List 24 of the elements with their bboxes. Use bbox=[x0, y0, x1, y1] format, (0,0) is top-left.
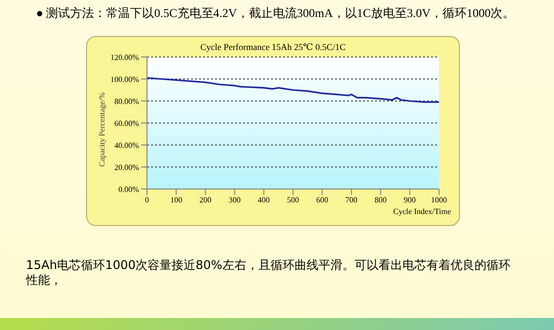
x-tick-label: 100 bbox=[170, 196, 182, 205]
x-tick-label: 0 bbox=[145, 196, 149, 205]
line-series bbox=[147, 77, 439, 103]
y-tick-label: 0.00% bbox=[118, 184, 140, 194]
x-tick-label: 400 bbox=[258, 196, 270, 205]
x-tick-label: 700 bbox=[345, 196, 358, 205]
y-tick-label: 20.00% bbox=[114, 162, 140, 172]
x-tick-label: 800 bbox=[374, 196, 387, 205]
x-tick-label: 500 bbox=[287, 196, 299, 205]
x-tick-label: 900 bbox=[404, 196, 416, 205]
x-axis-title: Cycle Index/Time bbox=[393, 207, 451, 216]
text: ● 测试方法：常温下以0.5C充电至4.2V，截止电流300mA，以1C放电至3.0V，循环1000次。 bbox=[36, 6, 516, 21]
text: 15Ah电芯循环1000次容量接近80%左右，且循环曲线平滑。可以看出电芯有着优良的循环性能， bbox=[26, 258, 512, 288]
x-tick-label: 1000 bbox=[431, 196, 447, 205]
y-axis-title: Capacity Percentage/% bbox=[98, 91, 106, 169]
x-tick-label: 200 bbox=[199, 196, 212, 205]
y-tick-label: 80.00% bbox=[114, 96, 140, 106]
chart-title: Cycle Performance 15Ah 25℃ 0.5C/1C bbox=[199, 42, 347, 53]
y-tick-label: 60.00% bbox=[114, 118, 140, 128]
y-tick-label: 120.00% bbox=[110, 52, 140, 62]
x-tick-label: 300 bbox=[228, 196, 241, 205]
y-tick-label: 40.00% bbox=[114, 140, 140, 150]
y-tick-label: 100.00% bbox=[110, 74, 140, 84]
x-tick-label: 600 bbox=[316, 196, 328, 205]
